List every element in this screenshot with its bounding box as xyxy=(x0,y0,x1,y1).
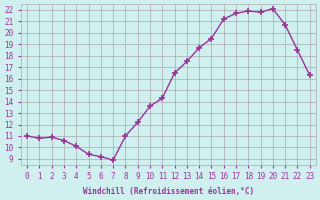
X-axis label: Windchill (Refroidissement éolien,°C): Windchill (Refroidissement éolien,°C) xyxy=(83,187,254,196)
